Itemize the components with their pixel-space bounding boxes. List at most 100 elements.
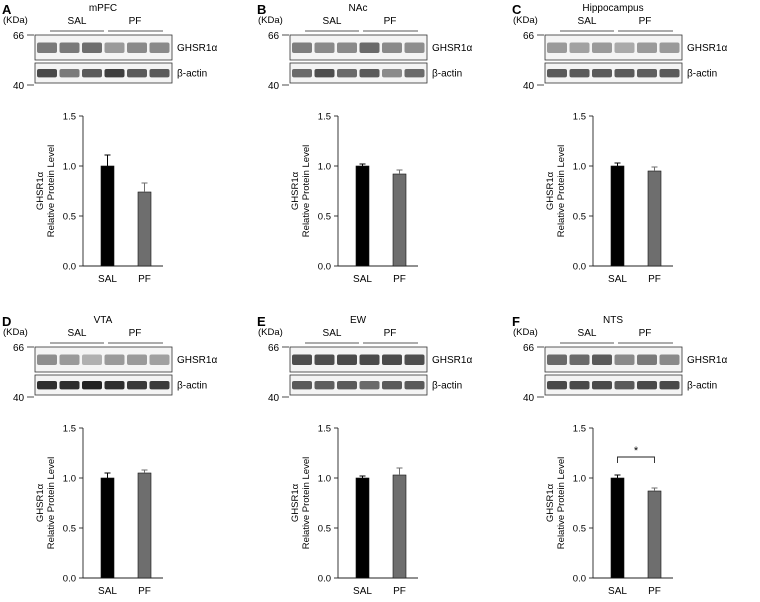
y-tick-label: 0.5 [63, 212, 76, 223]
ghsr-blot-label: GHSR1α [687, 43, 727, 54]
blot-band [314, 69, 335, 78]
y-tick-label: 1.0 [63, 162, 76, 173]
blot-band [149, 354, 170, 365]
y-tick-label: 0.5 [573, 524, 586, 535]
y-axis-label-line2: Relative Protein Level [301, 145, 312, 237]
actin-blot-label: β-actin [687, 69, 717, 80]
panel-e: E EW (KDa) SAL PF 66 40 GHSR1α β-actin 0.0 0.5 1.0 1… [257, 314, 472, 597]
group-label-sal: SAL [578, 16, 597, 27]
mw-high-label: 66 [268, 343, 280, 354]
group-label-pf: PF [384, 328, 397, 339]
blot-frame [34, 374, 173, 396]
group-label-sal: SAL [68, 16, 87, 27]
x-tick-label-sal: SAL [98, 586, 117, 597]
actin-blot-label: β-actin [687, 381, 717, 392]
blot-band [404, 69, 425, 78]
actin-blot-label: β-actin [177, 381, 207, 392]
y-tick-label: 1.0 [318, 162, 331, 173]
blot-band [659, 381, 680, 390]
blot-frame [289, 346, 428, 373]
blot-band [659, 42, 680, 53]
actin-blot-label: β-actin [177, 69, 207, 80]
panel-letter: F [512, 314, 520, 329]
actin-blot [544, 62, 683, 84]
panel-letter: A [2, 2, 12, 17]
blot-frame [289, 34, 428, 61]
group-label-pf: PF [384, 16, 397, 27]
y-tick-label: 0.5 [318, 212, 331, 223]
y-tick-label: 0.5 [318, 524, 331, 535]
blot-band [637, 42, 657, 53]
blot-band [59, 69, 80, 78]
blot-band [59, 354, 80, 365]
blot-frame [34, 346, 173, 373]
y-tick-label: 1.0 [573, 474, 586, 485]
panel-letter: C [512, 2, 522, 17]
actin-blot [289, 62, 428, 84]
bar-pf [137, 191, 152, 267]
blot-band [382, 381, 402, 390]
bar-chart: 0.0 0.5 1.0 1.5 GHSR1α Relative Protein Level… [290, 112, 418, 285]
group-label-pf: PF [129, 16, 142, 27]
ghsr-blot [289, 346, 428, 373]
panel-letter: B [257, 2, 266, 17]
significance-bracket [617, 456, 655, 463]
bar-sal [355, 477, 370, 579]
bar-sal [355, 165, 370, 267]
blot-band [314, 354, 335, 365]
bar-sal [100, 477, 115, 579]
blot-band [592, 69, 612, 78]
blot-band [104, 354, 125, 365]
blot-frame [289, 62, 428, 84]
blot-frame [289, 374, 428, 396]
kda-label: (KDa) [258, 327, 283, 338]
bar-chart: 0.0 0.5 1.0 1.5 GHSR1α Relative Protein Level… [35, 112, 163, 285]
y-axis-label-line2: Relative Protein Level [556, 145, 567, 237]
blot-band [337, 381, 357, 390]
mw-high-label: 66 [523, 343, 535, 354]
blot-band [614, 381, 635, 390]
blot-band [547, 69, 567, 78]
x-tick-label-sal: SAL [608, 586, 627, 597]
significance-marker: * [634, 445, 639, 457]
actin-blot-label: β-actin [432, 381, 462, 392]
ghsr-blot-label: GHSR1α [177, 355, 217, 366]
bar-sal [610, 477, 625, 579]
blot-band [404, 381, 425, 390]
y-axis-label-line1: GHSR1α [290, 483, 301, 522]
kda-label: (KDa) [3, 327, 28, 338]
blot-band [127, 381, 147, 390]
region-title: NAc [349, 3, 368, 14]
group-label-pf: PF [639, 16, 652, 27]
bar-sal [100, 165, 115, 267]
blot-band [127, 354, 147, 365]
blot-band [547, 42, 567, 53]
blot-band [614, 69, 635, 78]
x-tick-label-sal: SAL [353, 274, 372, 285]
panel-f: F NTS (KDa) SAL PF 66 40 GHSR1α β-actin 0.0 0.5 1.0… [512, 314, 727, 597]
panel-letter: E [257, 314, 266, 329]
blot-band [569, 354, 590, 365]
group-label-sal: SAL [578, 328, 597, 339]
region-title: VTA [94, 315, 113, 326]
blot-band [82, 354, 102, 365]
blot-band [292, 69, 312, 78]
blot-band [37, 42, 57, 53]
bar-chart: 0.0 0.5 1.0 1.5 GHSR1α Relative Protein Level… [545, 424, 673, 597]
blot-band [614, 42, 635, 53]
y-tick-label: 1.0 [63, 474, 76, 485]
bar-chart: 0.0 0.5 1.0 1.5 GHSR1α Relative Protein Level… [35, 424, 163, 597]
y-tick-label: 0.0 [573, 262, 586, 273]
y-axis-label-line2: Relative Protein Level [301, 457, 312, 549]
blot-band [104, 42, 125, 53]
bar-pf [647, 170, 662, 267]
blot-band [337, 42, 357, 53]
y-tick-label: 1.5 [318, 112, 331, 123]
blot-frame [544, 62, 683, 84]
y-tick-label: 1.5 [318, 424, 331, 435]
actin-blot [34, 374, 173, 396]
y-tick-label: 0.5 [573, 212, 586, 223]
x-tick-label-pf: PF [138, 274, 151, 285]
kda-label: (KDa) [258, 15, 283, 26]
